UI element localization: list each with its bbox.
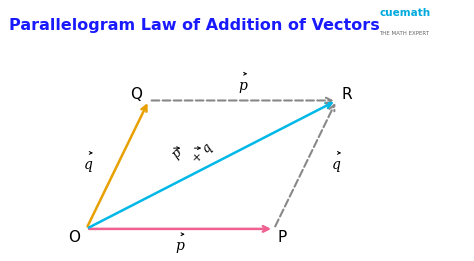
Text: + q: + q: [190, 141, 215, 166]
Text: cuemath: cuemath: [379, 8, 430, 18]
Text: p: p: [176, 239, 184, 253]
Text: R: R: [342, 87, 352, 102]
Text: P: P: [278, 230, 287, 245]
Text: Parallelogram Law of Addition of Vectors: Parallelogram Law of Addition of Vectors: [9, 18, 380, 33]
Text: O: O: [68, 230, 80, 245]
Text: p: p: [170, 146, 184, 161]
Text: THE MATH EXPERT: THE MATH EXPERT: [379, 31, 429, 36]
Text: p: p: [238, 79, 247, 92]
Text: Q: Q: [130, 87, 142, 102]
Text: q: q: [332, 158, 341, 172]
Text: q: q: [84, 158, 93, 172]
